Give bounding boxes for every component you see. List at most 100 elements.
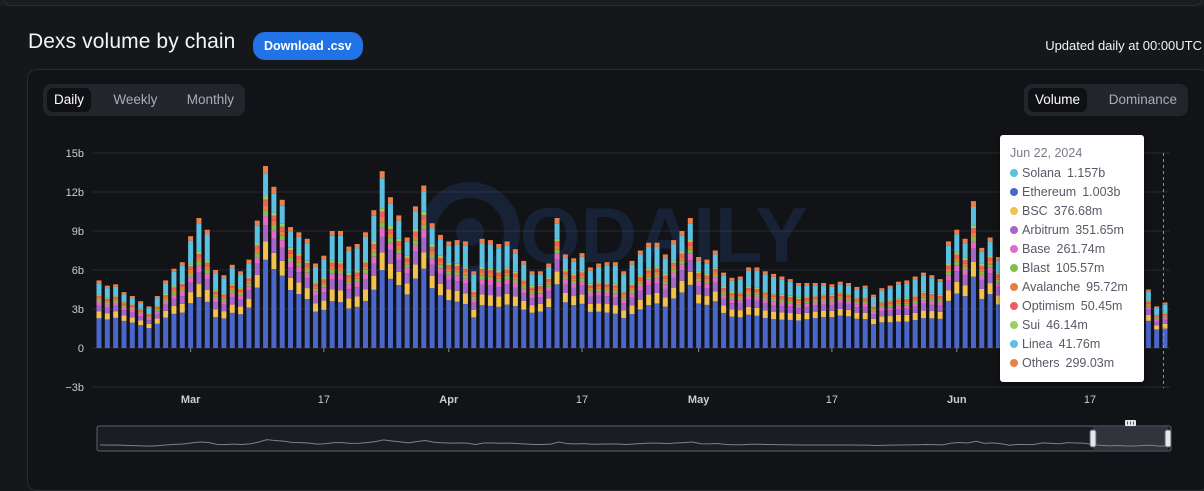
bar-segment — [279, 240, 285, 248]
bar-segment — [596, 283, 602, 287]
bar-segment — [1145, 314, 1151, 321]
brush-handle[interactable] — [1089, 429, 1097, 448]
bar-segment — [587, 311, 593, 348]
bar-segment — [504, 279, 510, 285]
bar-stack — [621, 271, 627, 348]
legend-dot-icon — [1010, 358, 1018, 367]
x-tick-label: Jun — [947, 394, 967, 406]
bar-segment — [313, 263, 319, 267]
bar-segment — [279, 275, 285, 348]
bar-segment — [371, 215, 377, 242]
bar-segment — [662, 254, 668, 259]
bar-segment — [679, 260, 685, 265]
bar-segment — [812, 300, 818, 303]
tab-dominance[interactable]: Dominance — [1108, 92, 1177, 107]
tab-volume[interactable]: Volume — [1028, 88, 1088, 112]
bar-segment — [679, 270, 685, 281]
tab-daily[interactable]: Daily — [47, 88, 92, 112]
bar-segment — [279, 205, 285, 224]
tooltip-series-value: 46.14m — [1046, 318, 1088, 332]
bar-segment — [521, 264, 527, 280]
bar-segment — [537, 311, 543, 348]
bar-segment — [696, 294, 702, 304]
bar-segment — [871, 305, 877, 307]
bar-segment — [437, 284, 443, 296]
brush-handle[interactable] — [1164, 429, 1172, 448]
bar-segment — [437, 255, 443, 259]
tooltip-row: Base 261.74m — [1010, 240, 1105, 258]
bar-segment — [213, 296, 219, 299]
bar-segment — [462, 283, 468, 294]
bar-segment — [437, 261, 443, 265]
bar-segment — [629, 283, 635, 286]
bar-stack — [954, 229, 960, 348]
bar-segment — [437, 273, 443, 285]
bar-segment — [587, 303, 593, 312]
bar-segment — [721, 290, 727, 293]
bar-segment — [254, 225, 260, 244]
bar-segment — [729, 309, 735, 317]
bar-segment — [496, 278, 502, 282]
bar-segment — [862, 304, 868, 308]
bar-stack — [737, 276, 743, 348]
bar-segment — [579, 275, 585, 279]
bar-segment — [804, 306, 810, 313]
tooltip-series-value: 105.57m — [1055, 261, 1105, 275]
bar-segment — [771, 296, 777, 300]
bar-segment — [937, 305, 943, 312]
bar-segment — [604, 289, 610, 293]
bar-segment — [1145, 306, 1151, 310]
bar-segment — [954, 261, 960, 266]
bar-segment — [254, 245, 260, 250]
bar-segment — [879, 322, 885, 348]
bar-segment — [188, 273, 194, 277]
bar-segment — [804, 283, 810, 286]
bar-segment — [687, 239, 693, 243]
bar-segment — [238, 306, 244, 315]
bar-segment — [404, 283, 410, 295]
bar-segment — [687, 249, 693, 254]
bar-segment — [721, 286, 727, 289]
watermark-logo-ring — [420, 182, 520, 282]
bar-segment — [1154, 325, 1160, 330]
bar-stack — [437, 234, 443, 348]
bar-segment — [837, 315, 843, 348]
bar-segment — [654, 266, 660, 269]
tab-weekly[interactable]: Weekly — [113, 92, 158, 107]
bar-segment — [221, 275, 227, 279]
bar-segment — [171, 268, 177, 272]
bar-segment — [487, 305, 493, 348]
bar-segment — [995, 277, 1001, 280]
bar-stack — [987, 237, 993, 348]
bar-segment — [896, 303, 901, 306]
bar-stack — [321, 255, 327, 348]
brush-selection[interactable] — [1093, 427, 1168, 450]
bar-segment — [837, 284, 843, 293]
bar-segment — [854, 307, 860, 313]
bar-segment — [121, 301, 127, 303]
bar-segment — [887, 305, 893, 308]
bar-segment — [612, 293, 618, 298]
bar-segment — [604, 292, 610, 297]
bar-stack — [238, 271, 244, 348]
bar-segment — [862, 319, 868, 348]
bar-segment — [496, 287, 502, 297]
bar-stack — [704, 259, 710, 348]
bar-segment — [296, 255, 302, 260]
bar-segment — [954, 281, 960, 294]
bar-segment — [271, 269, 277, 348]
bar-segment — [154, 318, 160, 324]
bar-segment — [487, 285, 493, 296]
bar-segment — [621, 310, 627, 318]
bar-segment — [296, 294, 302, 348]
bar-segment — [404, 241, 410, 256]
download-csv-button[interactable]: Download .csv — [253, 32, 363, 60]
tab-monthly[interactable]: Monthly — [186, 92, 234, 107]
bar-segment — [213, 309, 219, 318]
legend-dot-icon — [1010, 301, 1018, 310]
bar-segment — [121, 310, 127, 316]
bar-segment — [246, 278, 252, 281]
bar-segment — [104, 297, 110, 299]
bar-segment — [213, 317, 219, 348]
bar-stack — [904, 280, 910, 348]
